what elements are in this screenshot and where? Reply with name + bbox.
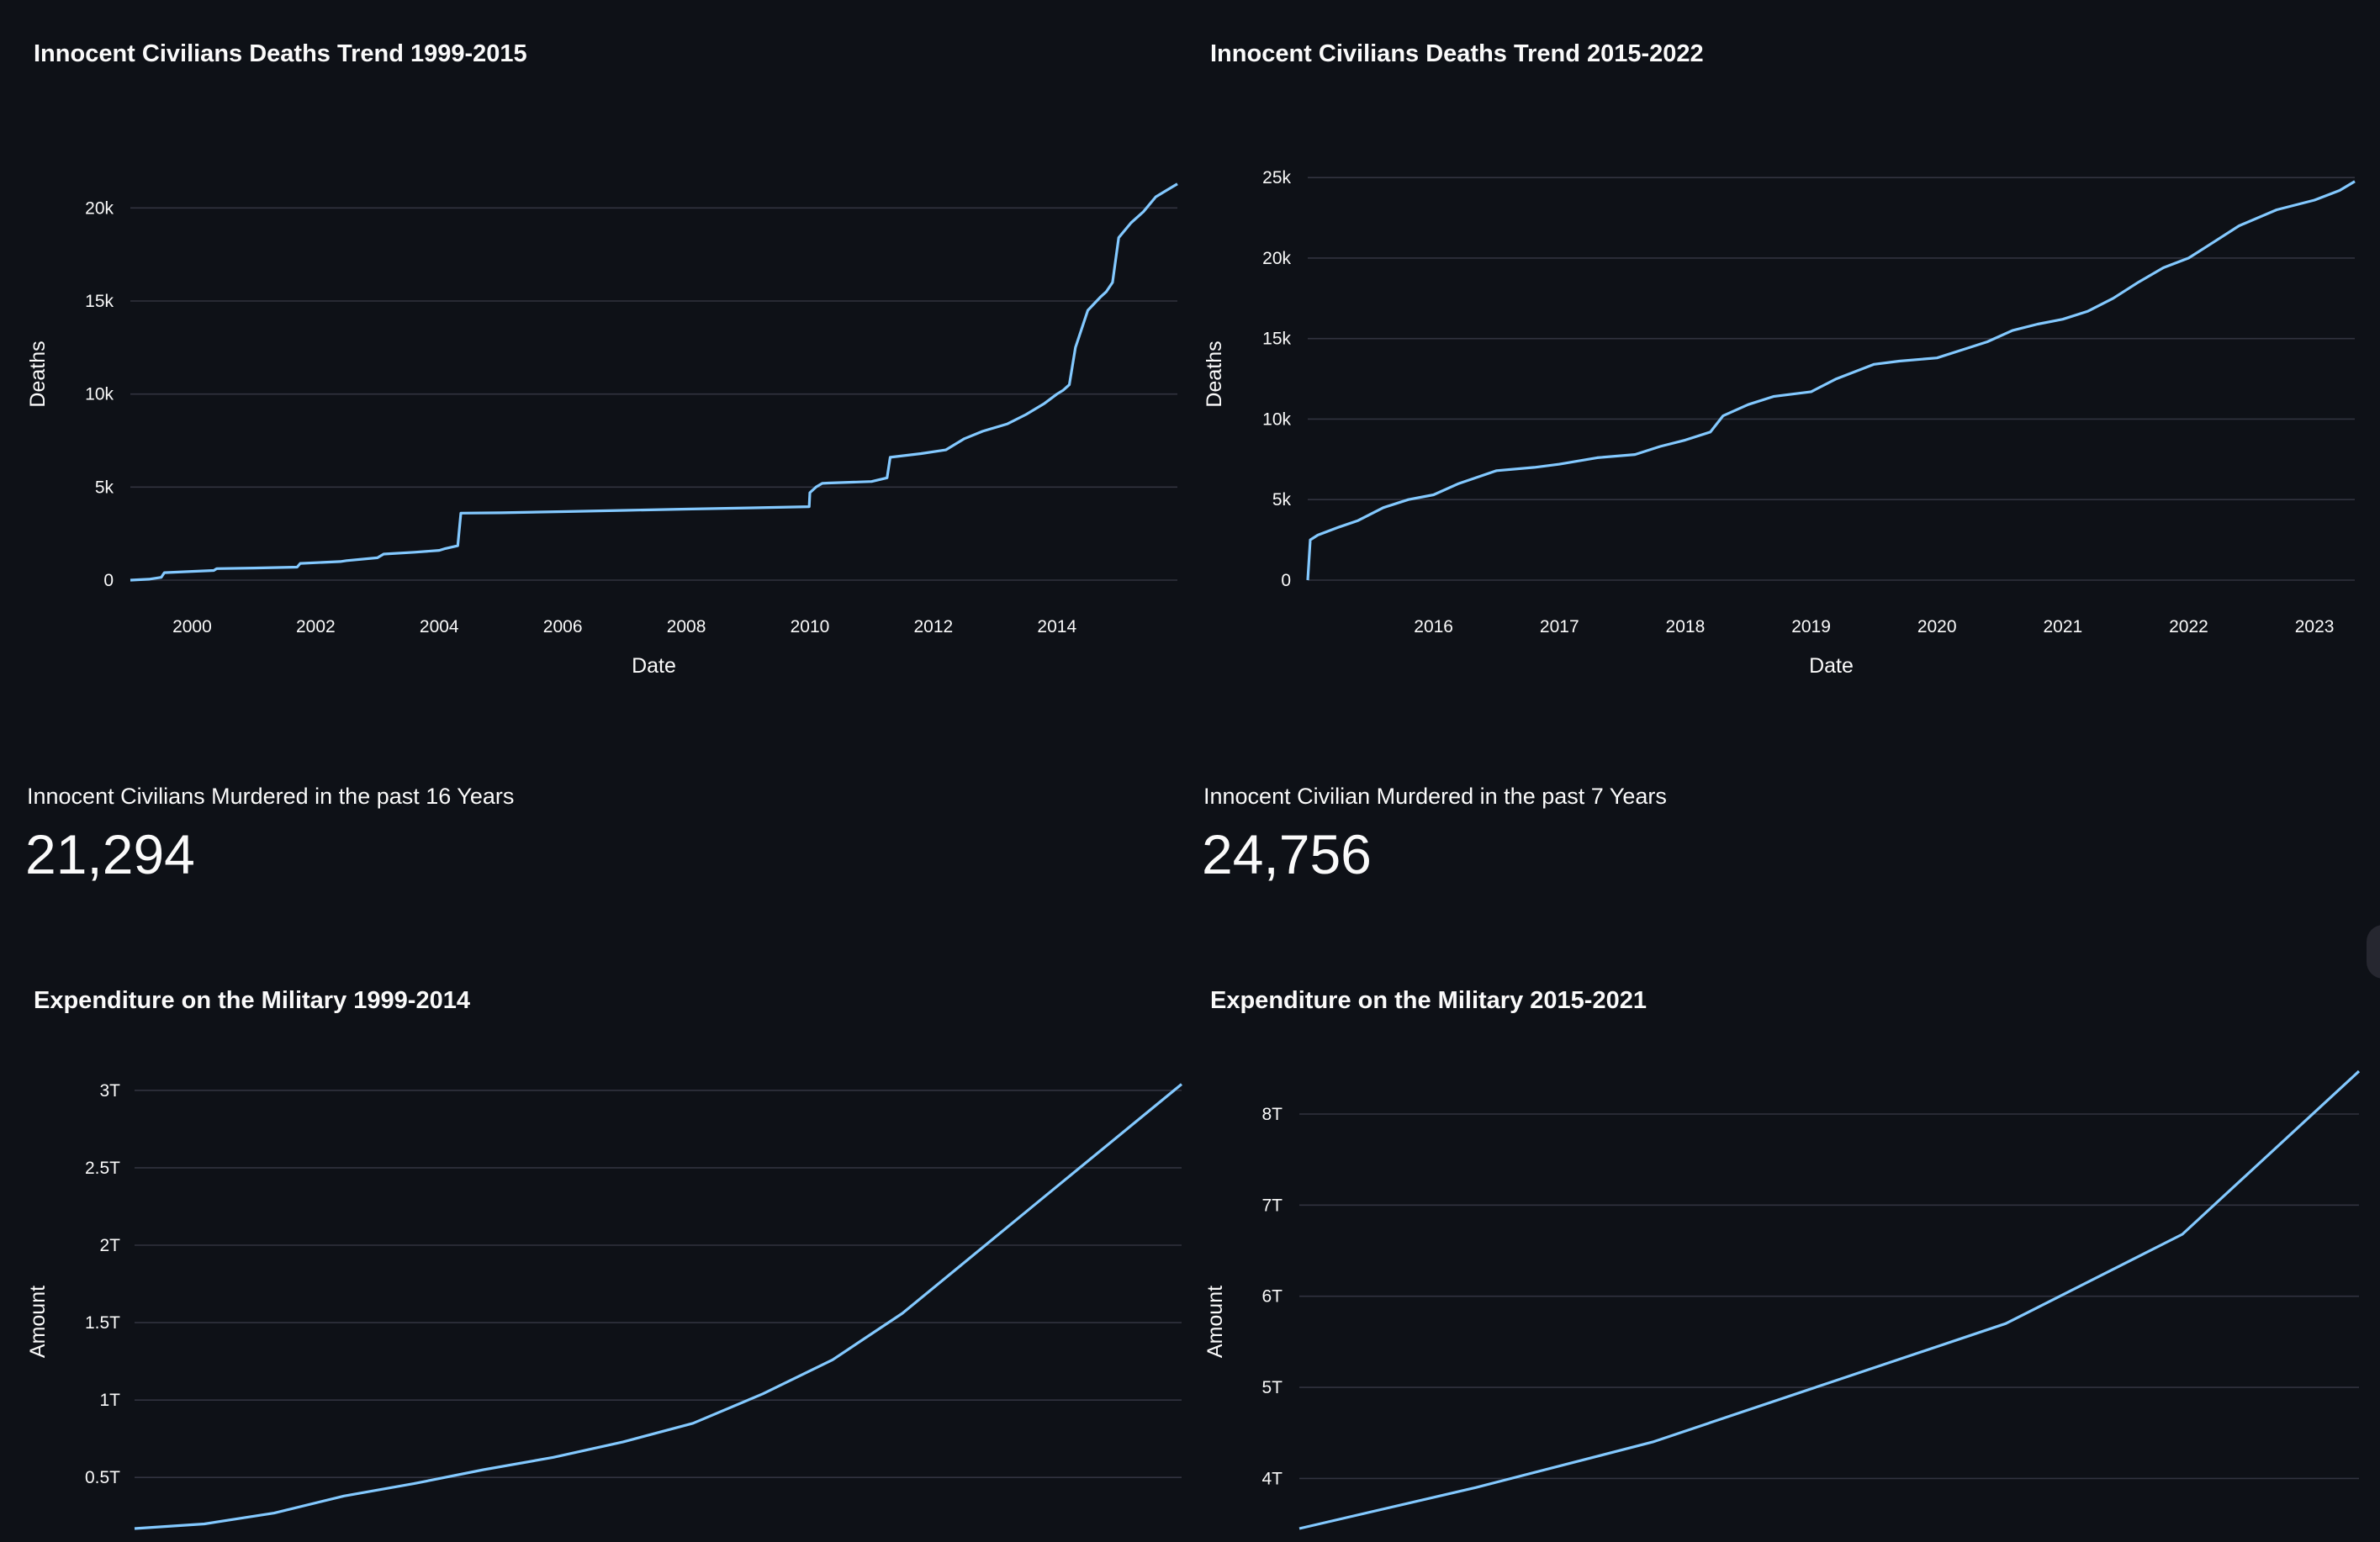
x-tick-label: 2018 bbox=[1666, 617, 1706, 636]
y-tick-label: 1T bbox=[99, 1391, 120, 1410]
y-tick-label: 3T bbox=[99, 1081, 120, 1101]
y-tick-label: 15k bbox=[85, 292, 114, 311]
y-tick-label: 5k bbox=[95, 478, 114, 497]
chart-title-military-1999-2014: Expenditure on the Military 1999-2014 bbox=[34, 987, 470, 1014]
y-tick-label: 10k bbox=[85, 385, 114, 404]
series-line-amount bbox=[1298, 1069, 2361, 1530]
y-tick-label: 20k bbox=[85, 198, 114, 218]
y-tick-label: 0 bbox=[1281, 571, 1291, 590]
x-tick-label: 2019 bbox=[1791, 617, 1831, 636]
series-line-amount bbox=[134, 1083, 1183, 1530]
y-tick-label: 5T bbox=[1261, 1378, 1283, 1397]
x-tick-label: 2023 bbox=[2295, 617, 2335, 636]
series-line-deaths bbox=[1306, 180, 2356, 581]
chart-title-deaths-2015-2022: Innocent Civilians Deaths Trend 2015-202… bbox=[1210, 40, 1704, 67]
x-axis-title: Date bbox=[632, 654, 676, 678]
x-tick-label: 2020 bbox=[1917, 617, 1957, 636]
chart-title-military-2015-2021: Expenditure on the Military 2015-2021 bbox=[1210, 987, 1647, 1014]
y-tick-label: 1.5T bbox=[85, 1313, 120, 1333]
y-axis-title: Deaths bbox=[26, 341, 50, 407]
y-axis-title: Amount bbox=[26, 1286, 50, 1358]
y-tick-label: 2.5T bbox=[85, 1159, 120, 1178]
x-tick-label: 2010 bbox=[791, 617, 830, 636]
y-tick-label: 10k bbox=[1262, 409, 1291, 429]
sidebar-expand-handle[interactable] bbox=[2367, 925, 2380, 979]
metric-label-7-years: Innocent Civilian Murdered in the past 7… bbox=[1203, 784, 1667, 809]
y-axis-title: Amount bbox=[1203, 1286, 1227, 1358]
x-tick-label: 2000 bbox=[172, 617, 212, 636]
x-tick-label: 2004 bbox=[420, 617, 459, 636]
y-tick-label: 6T bbox=[1261, 1287, 1283, 1307]
x-tick-label: 2021 bbox=[2043, 617, 2082, 636]
x-tick-label: 2012 bbox=[914, 617, 954, 636]
series-line-deaths bbox=[130, 182, 1178, 582]
metric-label-16-years: Innocent Civilians Murdered in the past … bbox=[27, 784, 515, 809]
y-tick-label: 20k bbox=[1262, 249, 1291, 268]
y-tick-label: 15k bbox=[1262, 330, 1291, 349]
y-tick-label: 0 bbox=[103, 571, 114, 590]
y-tick-label: 2T bbox=[99, 1236, 120, 1255]
x-tick-label: 2017 bbox=[1540, 617, 1579, 636]
x-axis-title: Date bbox=[1809, 654, 1854, 678]
chart-military-1999-2014: 0.5T 1T 1.5T 2T 2.5T 3T Amount bbox=[26, 1081, 1183, 1530]
x-tick-label: 2022 bbox=[2169, 617, 2208, 636]
y-tick-label: 25k bbox=[1262, 168, 1291, 187]
metric-value-16-years: 21,294 bbox=[25, 823, 195, 885]
y-tick-label: 0.5T bbox=[85, 1468, 120, 1487]
metric-value-7-years: 24,756 bbox=[1202, 823, 1372, 885]
chart-deaths-1999-2015: 0 5k 10k 15k 20k 2000 2002 2004 2006 2008 2010 2012… bbox=[26, 182, 1178, 678]
y-axis-title: Deaths bbox=[1203, 341, 1226, 407]
y-tick-label: 7T bbox=[1261, 1196, 1283, 1215]
x-tick-label: 2006 bbox=[543, 617, 583, 636]
x-tick-label: 2008 bbox=[667, 617, 706, 636]
chart-deaths-2015-2022: 0 5k 10k 15k 20k 25k 2016 2017 2018 2019 2020 2021 2… bbox=[1203, 168, 2356, 678]
y-tick-label: 8T bbox=[1261, 1105, 1283, 1124]
x-tick-label: 2002 bbox=[296, 617, 336, 636]
x-tick-label: 2014 bbox=[1037, 617, 1076, 636]
chart-title-deaths-1999-2015: Innocent Civilians Deaths Trend 1999-201… bbox=[34, 40, 527, 67]
x-tick-label: 2016 bbox=[1414, 617, 1453, 636]
y-tick-label: 5k bbox=[1272, 490, 1292, 510]
y-tick-label: 4T bbox=[1261, 1469, 1283, 1488]
